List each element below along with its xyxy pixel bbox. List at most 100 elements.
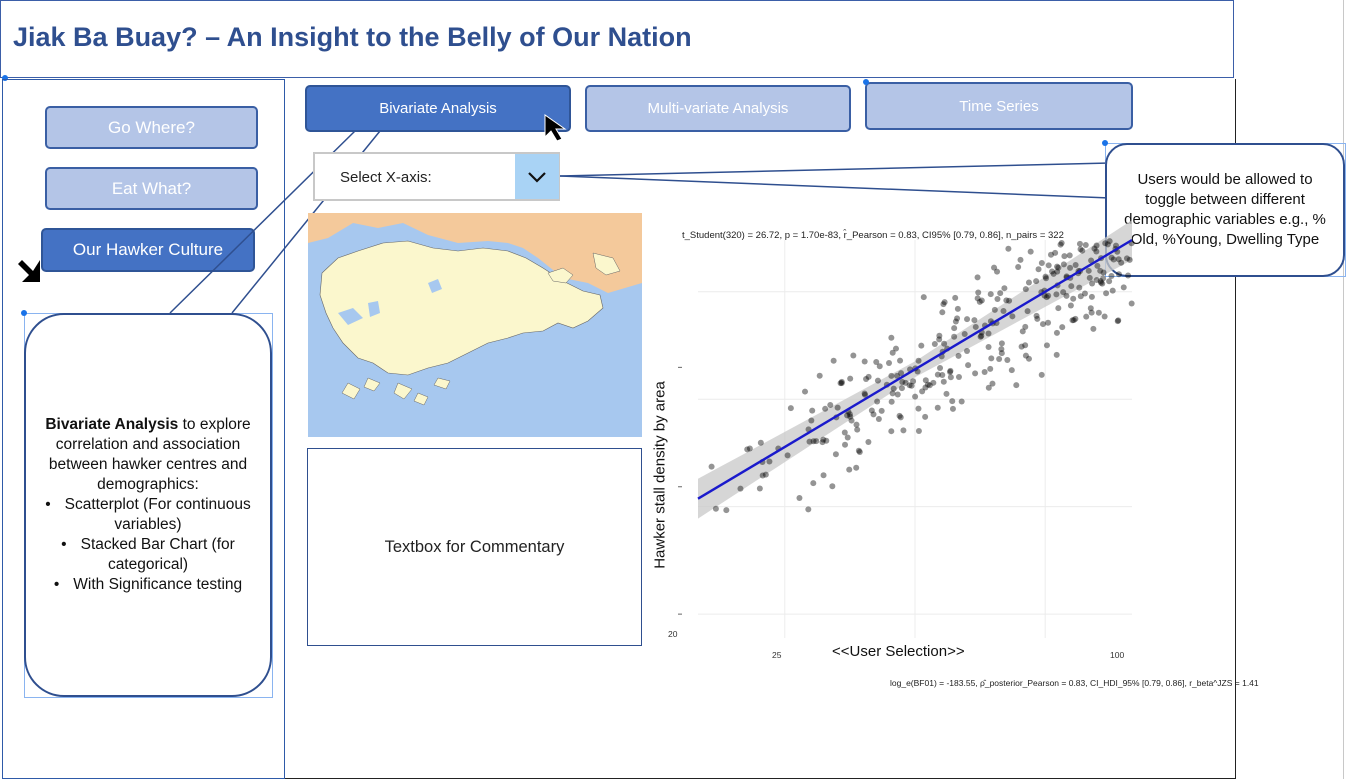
scatter-point	[874, 377, 881, 384]
scatter-point	[1128, 300, 1135, 307]
header-bar	[0, 0, 1234, 78]
scatter-point	[1102, 240, 1109, 247]
scatter-point	[955, 373, 962, 380]
scatter-point	[912, 393, 919, 400]
scatter-point	[1052, 249, 1059, 256]
scatter-point	[888, 428, 895, 435]
scatter-point	[998, 346, 1005, 353]
scatter-point	[1054, 263, 1061, 270]
scatter-point	[1018, 343, 1025, 350]
scatter-point	[838, 378, 845, 385]
tab-multivariate-analysis[interactable]: Multi-variate Analysis	[585, 85, 851, 132]
x-axis-label: <<User Selection>>	[832, 643, 965, 660]
scatter-point	[1068, 283, 1075, 290]
scatter-point	[1093, 277, 1100, 284]
scatter-point	[834, 404, 841, 411]
scatter-point	[954, 315, 961, 322]
scatter-point	[829, 483, 836, 490]
singapore-map[interactable]	[308, 213, 642, 437]
selection-handle	[21, 310, 27, 316]
tab-time-series[interactable]: Time Series	[865, 82, 1133, 130]
scatter-point	[1025, 279, 1032, 286]
scatter-point	[1079, 247, 1086, 254]
scatter-point	[822, 405, 829, 412]
scatter-point	[1077, 293, 1084, 300]
scatter-point	[809, 407, 816, 414]
scatter-point	[1033, 278, 1040, 285]
scatter-point	[1005, 245, 1012, 252]
scatter-point	[1077, 246, 1084, 253]
scatter-point	[1088, 293, 1095, 300]
scatter-point	[1024, 308, 1031, 315]
scatter-point	[1106, 278, 1113, 285]
scatter-point	[819, 439, 826, 446]
scatter-point	[1055, 305, 1062, 312]
scatter-point	[1053, 291, 1060, 298]
scatter-point	[1087, 305, 1094, 312]
scatter-point	[868, 407, 875, 414]
tab-bivariate-analysis[interactable]: Bivariate Analysis	[305, 85, 571, 132]
scatter-point	[1055, 264, 1062, 271]
scatter-point	[1038, 371, 1045, 378]
scatter-point	[934, 404, 941, 411]
scatter-point	[943, 390, 950, 397]
scatter-point	[922, 384, 929, 391]
scatter-point	[848, 417, 855, 424]
scatter-point	[784, 452, 791, 459]
scatter-point	[890, 385, 897, 392]
scatter-point	[1066, 252, 1073, 259]
scatter-point	[1097, 278, 1104, 285]
scatter-point	[861, 358, 868, 365]
scatter-point	[989, 380, 996, 387]
scatter-point	[1045, 262, 1052, 269]
scatter-point	[988, 355, 995, 362]
scatter-point	[1123, 255, 1130, 262]
list-item: Scatterplot (For continuous variables)	[43, 495, 253, 535]
scatter-point	[991, 306, 998, 313]
scatter-point	[1067, 302, 1074, 309]
scatter-point	[906, 382, 913, 389]
scatter-point	[972, 323, 979, 330]
nav-go-where-button[interactable]: Go Where?	[45, 106, 258, 149]
scatterplot[interactable]	[650, 220, 1140, 696]
scatter-point	[947, 367, 954, 374]
scatter-point	[981, 369, 988, 376]
scatter-point	[1115, 271, 1122, 278]
scatter-point	[787, 405, 794, 412]
scatter-point	[974, 274, 981, 281]
scatter-point	[961, 330, 968, 337]
scatter-point	[964, 348, 971, 355]
scatter-point	[954, 305, 961, 312]
scatter-point	[1004, 357, 1011, 364]
scatter-point	[1088, 257, 1095, 264]
scatter-point	[1039, 321, 1046, 328]
scatter-point	[838, 380, 845, 387]
scatter-point	[1109, 287, 1116, 294]
scatter-point	[806, 438, 813, 445]
scatter-point	[996, 355, 1003, 362]
scatter-point	[940, 301, 947, 308]
scatter-point	[757, 439, 764, 446]
scatter-point	[976, 298, 983, 305]
scatter-point	[737, 485, 744, 492]
scatter-point	[875, 415, 882, 422]
scatter-point	[1067, 264, 1074, 271]
scatter-point	[902, 379, 909, 386]
scatter-point	[1103, 290, 1110, 297]
scatter-point	[1025, 355, 1032, 362]
commentary-textbox[interactable]: Textbox for Commentary	[307, 448, 642, 646]
bayesian-statistics-footer: log_e(BF01) = -183.55, ρ̂_posterior_Pear…	[890, 678, 1259, 688]
chevron-down-icon[interactable]	[515, 154, 559, 199]
scatter-point	[1027, 248, 1034, 255]
scatter-point	[1008, 367, 1015, 374]
scatter-point	[897, 414, 904, 421]
scatter-point	[958, 398, 965, 405]
scatter-point	[1090, 325, 1097, 332]
scatter-point	[1097, 267, 1104, 274]
scatter-point	[994, 268, 1001, 275]
scatter-point	[934, 371, 941, 378]
x-tick-label: 25	[772, 650, 782, 660]
nav-eat-what-button[interactable]: Eat What?	[45, 167, 258, 210]
scatter-point	[856, 449, 863, 456]
scatter-point	[1057, 241, 1064, 248]
